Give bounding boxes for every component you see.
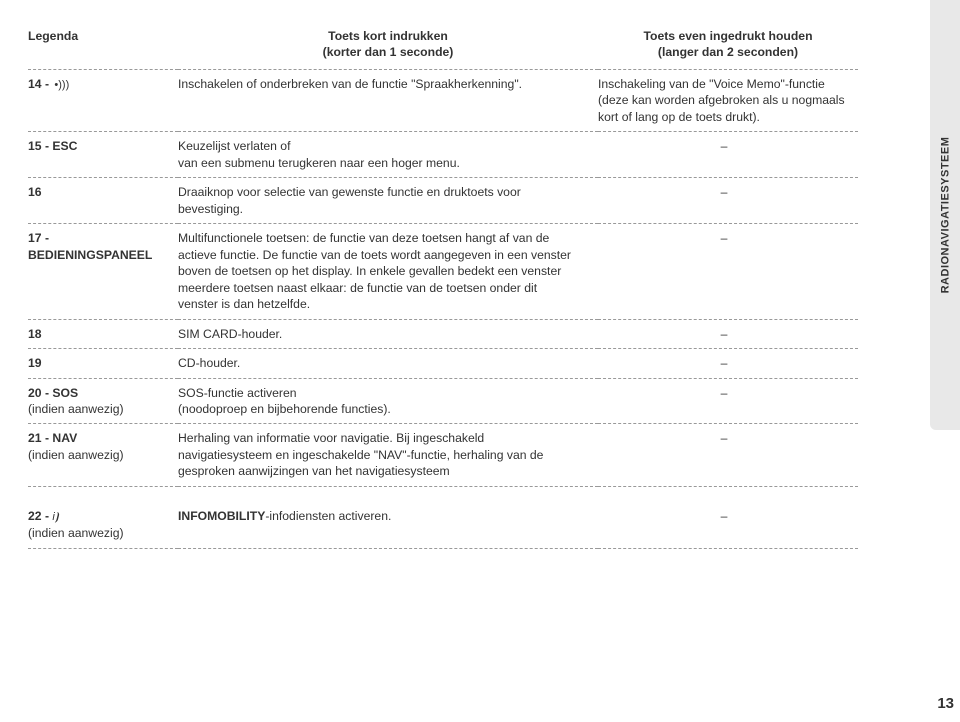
- row-long: –: [598, 319, 858, 348]
- row-key: 20 - SOS(indien aanwezig): [28, 378, 178, 424]
- header-long: Toets even ingedrukt houden (langer dan …: [598, 24, 858, 69]
- row-short: SIM CARD-houder.: [178, 319, 598, 348]
- row-long: –: [598, 424, 858, 486]
- row-long: –: [598, 349, 858, 378]
- row-key: 22 - (indien aanwezig): [28, 502, 178, 548]
- row-key: 14 -: [28, 69, 178, 131]
- row-short: SOS-functie activeren(noodoproep en bijb…: [178, 378, 598, 424]
- row-short: INFOMOBILITY-infodiensten activeren.: [178, 502, 598, 548]
- header-legend: Legenda: [28, 24, 178, 69]
- row-long: –: [598, 178, 858, 224]
- row-key: 16: [28, 178, 178, 224]
- header-short-l1: Toets kort indrukken: [186, 28, 590, 44]
- row-key: 19: [28, 349, 178, 378]
- page-number: 13: [937, 695, 954, 712]
- speaker-icon: [52, 77, 69, 91]
- info-icon: [52, 509, 58, 523]
- header-short-l2: (korter dan 1 seconde): [186, 44, 590, 60]
- row-short: Keuzelijst verlaten ofvan een submenu te…: [178, 132, 598, 178]
- side-tab: RADIONAVIGATIESYSTEEM: [930, 0, 960, 430]
- row-long: –: [598, 132, 858, 178]
- row-key: 21 - NAV(indien aanwezig): [28, 424, 178, 486]
- row-long: –: [598, 502, 858, 548]
- side-tab-label: RADIONAVIGATIESYSTEEM: [939, 137, 951, 294]
- row-key: 15 - ESC: [28, 132, 178, 178]
- row-long: –: [598, 224, 858, 319]
- row-long: –: [598, 378, 858, 424]
- row-short: Inschakelen of onderbreken van de functi…: [178, 69, 598, 131]
- header-long-l2: (langer dan 2 seconden): [606, 44, 850, 60]
- row-key-sub: (indien aanwezig): [28, 402, 124, 416]
- row-key-sub: (indien aanwezig): [28, 448, 124, 462]
- row-short: CD-houder.: [178, 349, 598, 378]
- row-short: Draaiknop voor selectie van gewenste fun…: [178, 178, 598, 224]
- row-long: Inschakeling van de "Voice Memo"-functie…: [598, 69, 858, 131]
- row-short: Multifunctionele toetsen: de functie van…: [178, 224, 598, 319]
- row-short: Herhaling van informatie voor navigatie.…: [178, 424, 598, 486]
- row-key: 17 -BEDIENINGSPANEEL: [28, 224, 178, 319]
- header-short: Toets kort indrukken (korter dan 1 secon…: [178, 24, 598, 69]
- row-key: 18: [28, 319, 178, 348]
- header-long-l1: Toets even ingedrukt houden: [606, 28, 850, 44]
- row-key-sub: (indien aanwezig): [28, 526, 124, 540]
